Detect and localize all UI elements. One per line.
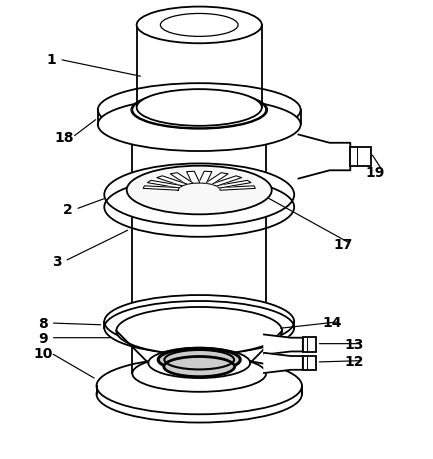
Text: 17: 17	[333, 237, 352, 251]
Ellipse shape	[164, 357, 235, 377]
Ellipse shape	[132, 355, 266, 392]
Polygon shape	[216, 181, 251, 189]
Ellipse shape	[97, 366, 302, 423]
Ellipse shape	[137, 90, 262, 127]
Ellipse shape	[149, 348, 250, 378]
Ellipse shape	[97, 358, 302, 414]
Text: 13: 13	[345, 337, 364, 351]
Text: 2: 2	[63, 203, 72, 217]
Bar	[303, 337, 316, 352]
Ellipse shape	[116, 307, 282, 355]
Ellipse shape	[137, 7, 262, 44]
Polygon shape	[199, 172, 212, 184]
Ellipse shape	[127, 166, 272, 215]
Polygon shape	[187, 172, 200, 184]
Polygon shape	[264, 353, 303, 373]
Bar	[303, 356, 316, 370]
Bar	[350, 148, 371, 166]
Text: 9: 9	[38, 331, 48, 345]
Text: 18: 18	[55, 131, 74, 145]
Polygon shape	[211, 176, 242, 187]
Text: 12: 12	[345, 354, 364, 368]
Polygon shape	[205, 174, 228, 185]
Text: 14: 14	[323, 315, 342, 329]
Ellipse shape	[98, 99, 301, 152]
Polygon shape	[298, 135, 350, 179]
Polygon shape	[157, 176, 187, 187]
Text: 8: 8	[38, 316, 48, 330]
Text: 10: 10	[33, 346, 53, 360]
Ellipse shape	[104, 164, 294, 226]
Text: 3: 3	[52, 255, 61, 269]
Polygon shape	[143, 186, 179, 191]
Ellipse shape	[158, 348, 240, 371]
Ellipse shape	[104, 296, 294, 348]
Ellipse shape	[98, 84, 301, 137]
Polygon shape	[148, 181, 183, 189]
Polygon shape	[219, 186, 255, 191]
Polygon shape	[170, 174, 193, 185]
Text: 1: 1	[47, 53, 56, 67]
Ellipse shape	[132, 92, 266, 129]
Polygon shape	[264, 335, 303, 355]
Text: 19: 19	[365, 165, 385, 179]
